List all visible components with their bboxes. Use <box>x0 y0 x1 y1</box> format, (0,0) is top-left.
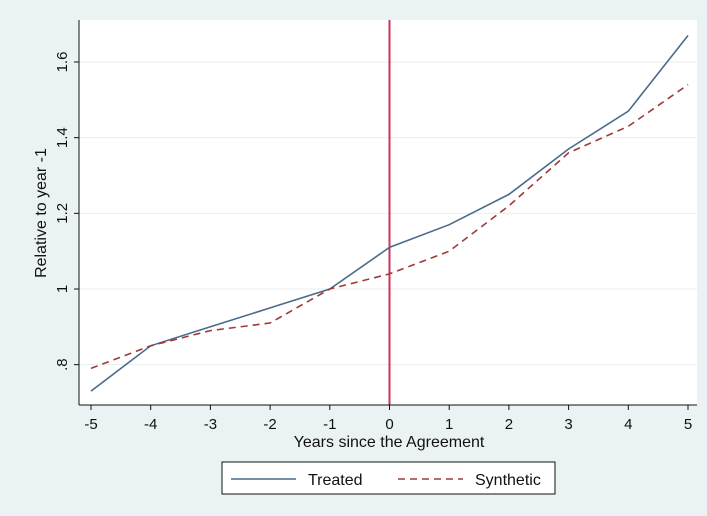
plot-area <box>79 20 697 405</box>
data-point-treated <box>627 110 629 112</box>
y-axis-label: Relative to year -1 <box>33 148 50 278</box>
y-tick-label: 1.6 <box>54 52 71 73</box>
data-point-treated <box>568 148 570 150</box>
data-point-synthetic <box>389 273 391 275</box>
x-tick-label: -4 <box>144 416 157 433</box>
data-point-treated <box>269 307 271 309</box>
data-point-synthetic <box>209 330 211 332</box>
series-lines <box>90 35 689 392</box>
data-point-treated <box>448 224 450 226</box>
data-point-synthetic <box>90 367 92 369</box>
data-point-treated <box>687 35 689 37</box>
x-axis: -5 -4 -3 -2 -1 0 1 2 3 4 5 <box>79 404 697 433</box>
x-tick-label: -2 <box>263 416 276 433</box>
legend-label-treated: Treated <box>308 472 363 489</box>
x-tick-label: 3 <box>564 416 572 433</box>
x-tick-label: -1 <box>323 416 336 433</box>
data-point-treated <box>209 326 211 328</box>
legend-label-synthetic: Synthetic <box>475 472 541 489</box>
legend: Treated Synthetic <box>221 461 556 495</box>
x-tick-label: 1 <box>445 416 453 433</box>
x-tick-label: 5 <box>684 416 692 433</box>
y-tick-label: .8 <box>54 358 71 371</box>
data-point-synthetic <box>627 125 629 127</box>
series-line-treated <box>90 35 689 392</box>
y-tick-label: 1.2 <box>54 203 71 224</box>
data-point-synthetic <box>568 152 570 154</box>
data-point-synthetic <box>508 205 510 207</box>
data-point-treated <box>389 246 391 248</box>
x-tick-label: -3 <box>204 416 217 433</box>
x-tick-label: 2 <box>505 416 513 433</box>
x-axis-label: Years since the Agreement <box>294 434 485 451</box>
data-point-synthetic <box>687 84 689 86</box>
data-point-treated <box>508 193 510 195</box>
y-tick-label: 1.4 <box>54 127 71 148</box>
x-tick-label: 0 <box>385 416 393 433</box>
legend-box <box>221 461 556 495</box>
series-line-synthetic <box>90 84 689 370</box>
data-point-treated <box>90 390 92 392</box>
y-tick-label: 1 <box>54 285 71 293</box>
data-point-synthetic <box>448 250 450 252</box>
x-tick-label: 4 <box>624 416 632 433</box>
data-point-synthetic <box>269 322 271 324</box>
data-point-synthetic <box>329 288 331 290</box>
y-axis: .8 1 1.2 1.4 1.6 <box>54 20 80 405</box>
grid-lines <box>79 61 697 366</box>
x-tick-label: -5 <box>84 416 97 433</box>
data-point-synthetic <box>150 345 152 347</box>
